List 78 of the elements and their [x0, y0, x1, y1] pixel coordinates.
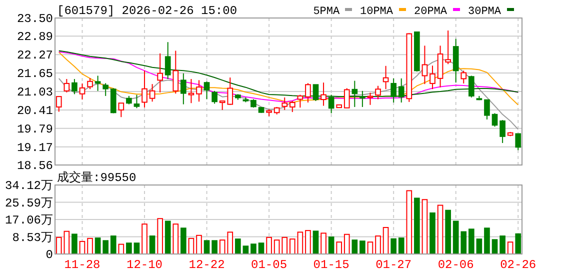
- bar: [382, 227, 389, 254]
- y-tick-label: 19.79: [16, 122, 53, 136]
- bar: [360, 240, 366, 254]
- x-tick-label: 12-22: [188, 258, 225, 272]
- bar: [492, 239, 498, 254]
- bar: [422, 199, 428, 254]
- y-tick-label: 22.89: [16, 30, 53, 44]
- x-tick-label: 01-15: [313, 258, 350, 272]
- bar: [390, 238, 396, 254]
- chart-title: [601579] 2026-02-26 15:00: [57, 4, 238, 18]
- x-tick-label: 12-10: [126, 258, 163, 272]
- bar: [445, 210, 451, 254]
- bar: [142, 224, 148, 254]
- y-tick-label: 34.12万: [4, 179, 53, 193]
- bar: [250, 244, 256, 254]
- y-tick-label: 23.50: [16, 12, 53, 26]
- bar: [289, 238, 296, 254]
- bar: [118, 244, 124, 254]
- bar: [500, 236, 506, 254]
- bar: [515, 233, 522, 254]
- y-tick-label: 0: [46, 248, 53, 262]
- bar: [102, 240, 109, 254]
- x-tick-label: 01-05: [251, 258, 288, 272]
- bar: [164, 220, 171, 254]
- bar: [157, 218, 163, 254]
- bar: [484, 228, 490, 254]
- bar: [437, 204, 444, 254]
- legend-label: 30PMA: [468, 6, 502, 18]
- bar: [94, 238, 101, 254]
- x-tick-label: 11-28: [64, 258, 100, 272]
- y-tick-label: 22.27: [16, 48, 53, 63]
- bar: [375, 236, 381, 254]
- bar: [320, 232, 326, 254]
- bar: [196, 234, 202, 254]
- bar: [406, 190, 412, 254]
- x-tick-label: 02-26: [500, 258, 536, 272]
- bar: [305, 230, 311, 254]
- legend-label: 5PMA: [313, 6, 340, 18]
- y-tick-label: 21.65: [16, 67, 53, 82]
- bar: [204, 240, 210, 254]
- y-tick-label: 21.03: [16, 86, 53, 100]
- y-tick-label: 18.56: [16, 159, 53, 173]
- bar: [352, 240, 358, 254]
- line-series: [58, 58, 519, 130]
- bar: [212, 240, 218, 254]
- bar: [398, 238, 404, 254]
- x-tick-label: 01-27: [376, 258, 412, 272]
- y-tick-label: 25.59万: [4, 196, 53, 210]
- bar: [430, 212, 436, 254]
- bar: [87, 238, 93, 254]
- bar: [312, 230, 319, 254]
- bar: [476, 238, 482, 254]
- x-tick-label: 02-06: [438, 258, 474, 272]
- bar: [149, 236, 156, 254]
- bar: [282, 236, 288, 254]
- bar: [344, 234, 350, 254]
- bar: [414, 198, 420, 254]
- bar: [328, 236, 334, 254]
- bar: [64, 230, 70, 254]
- bar: [110, 236, 116, 254]
- y-tick-label: 8.53万: [12, 230, 53, 245]
- bar: [234, 238, 241, 254]
- bar: [274, 240, 280, 254]
- bar: [172, 224, 179, 254]
- y-tick-label: 19.17: [16, 140, 53, 155]
- bar: [126, 242, 132, 254]
- bar: [266, 236, 272, 254]
- y-tick-label: 20.41: [16, 104, 53, 118]
- bar: [336, 242, 342, 254]
- legend-label: 10PMA: [360, 6, 394, 18]
- bar: [72, 234, 78, 254]
- bar: [56, 236, 62, 254]
- chart-title: 成交量:99550: [57, 170, 136, 185]
- bar: [468, 228, 474, 254]
- bar: [180, 228, 186, 254]
- y-tick-label: 17.06万: [4, 214, 53, 228]
- bar: [297, 232, 304, 254]
- legend-label: 20PMA: [414, 6, 448, 18]
